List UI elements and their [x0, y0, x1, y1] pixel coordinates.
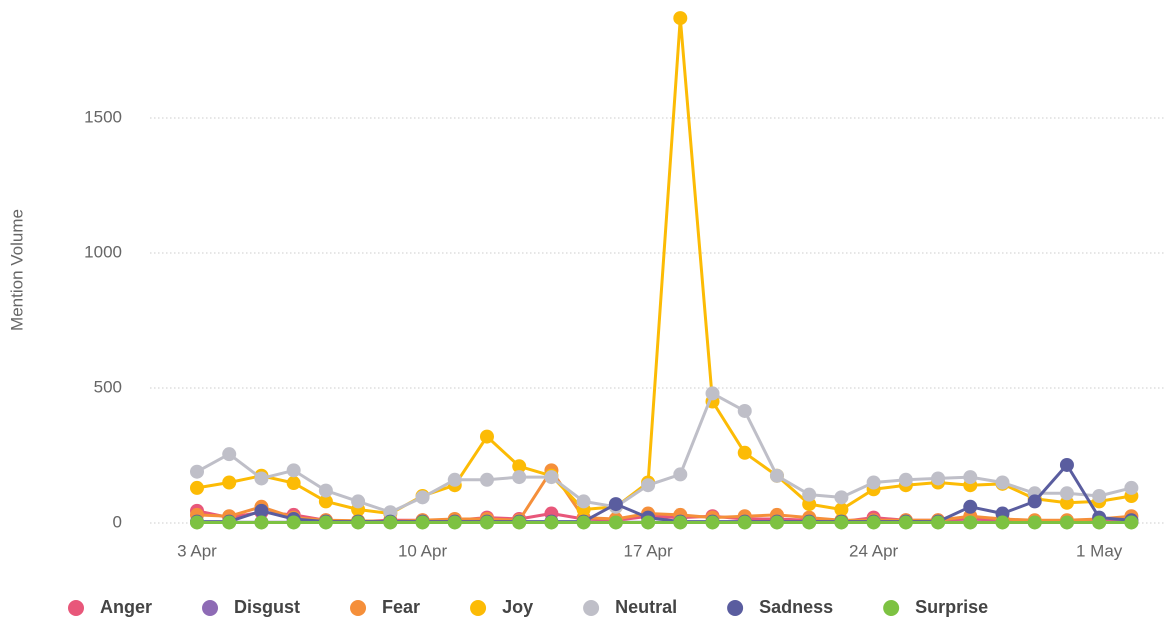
data-point: [705, 515, 720, 530]
data-point: [544, 470, 559, 485]
data-point: [1027, 494, 1042, 509]
data-point: [898, 472, 913, 487]
data-point: [737, 515, 752, 530]
legend-label: Joy: [502, 597, 533, 617]
data-point: [190, 480, 204, 495]
data-point: [673, 515, 688, 530]
data-point: [705, 386, 720, 401]
legend-label: Anger: [100, 597, 152, 617]
data-point: [931, 471, 946, 486]
data-point: [737, 445, 752, 460]
y-tick-label: 1500: [84, 107, 122, 126]
data-point: [769, 468, 784, 483]
data-point: [1059, 486, 1074, 501]
data-point: [995, 475, 1010, 490]
data-point: [286, 515, 301, 530]
legend-marker: [68, 600, 84, 616]
data-point: [1124, 480, 1139, 495]
data-point: [479, 472, 494, 487]
data-point: [673, 467, 688, 482]
data-point: [254, 503, 269, 518]
data-point: [995, 515, 1010, 530]
x-tick-label: 3 Apr: [177, 541, 217, 560]
legend-marker: [583, 600, 600, 616]
data-point: [222, 475, 237, 490]
data-point: [673, 11, 688, 26]
legend-marker: [727, 600, 744, 616]
data-point: [383, 515, 398, 530]
data-point: [222, 447, 237, 462]
legend-label: Disgust: [234, 597, 300, 617]
y-tick-label: 500: [94, 377, 122, 396]
y-tick-label: 0: [113, 512, 122, 531]
data-point: [544, 515, 559, 530]
data-point: [351, 494, 366, 509]
data-point: [576, 494, 591, 509]
data-point: [1027, 515, 1042, 530]
data-point: [190, 464, 204, 479]
data-point: [1124, 515, 1139, 530]
x-tick-label: 10 Apr: [398, 541, 447, 560]
data-point: [190, 515, 204, 530]
data-point: [447, 515, 462, 530]
legend-marker: [350, 600, 367, 616]
data-point: [286, 476, 301, 491]
legend-label: Neutral: [615, 597, 677, 617]
y-axis-label: Mention Volume: [7, 209, 26, 331]
legend-marker: [202, 600, 219, 616]
data-point: [608, 497, 623, 512]
data-point: [512, 515, 527, 530]
series-line: [196, 391, 1132, 514]
data-point: [479, 429, 494, 444]
series-line: [196, 468, 1132, 524]
legend-label: Surprise: [915, 597, 988, 617]
data-point: [931, 515, 946, 530]
data-point: [479, 515, 494, 530]
data-point: [254, 471, 269, 486]
data-point: [447, 472, 462, 487]
data-point: [963, 470, 978, 485]
data-point: [286, 463, 301, 478]
data-point: [415, 490, 430, 505]
data-point: [222, 515, 237, 530]
data-point: [1092, 489, 1107, 503]
x-tick-label: 17 Apr: [624, 541, 673, 560]
series-line: [196, 16, 1132, 515]
data-point: [769, 515, 784, 530]
data-point: [963, 515, 978, 530]
legend-marker: [883, 600, 900, 616]
data-point: [898, 515, 913, 530]
data-point: [1092, 515, 1107, 530]
data-point: [834, 515, 849, 530]
data-point: [866, 475, 881, 490]
data-point: [834, 502, 849, 517]
x-tick-label: 1 May: [1076, 541, 1123, 560]
data-point: [802, 487, 817, 502]
data-point: [512, 470, 527, 485]
data-point: [512, 459, 527, 474]
data-point: [802, 515, 817, 530]
data-point: [1059, 457, 1074, 472]
legend-marker: [470, 600, 487, 616]
data-point: [641, 478, 656, 493]
data-point: [834, 490, 849, 505]
data-point: [737, 403, 752, 418]
data-point: [608, 515, 623, 530]
data-point: [318, 494, 333, 509]
data-point: [318, 515, 333, 530]
data-point: [641, 515, 656, 530]
data-point: [351, 515, 366, 530]
data-point: [254, 515, 269, 530]
legend-label: Fear: [382, 597, 420, 617]
data-point: [576, 515, 591, 530]
x-tick-label: 24 Apr: [849, 541, 898, 560]
legend-label: Sadness: [759, 597, 833, 617]
data-point: [866, 515, 881, 530]
data-point: [415, 515, 430, 530]
y-tick-label: 1000: [84, 242, 122, 261]
data-point: [1059, 515, 1074, 530]
data-point: [963, 499, 978, 514]
data-point: [318, 483, 333, 498]
